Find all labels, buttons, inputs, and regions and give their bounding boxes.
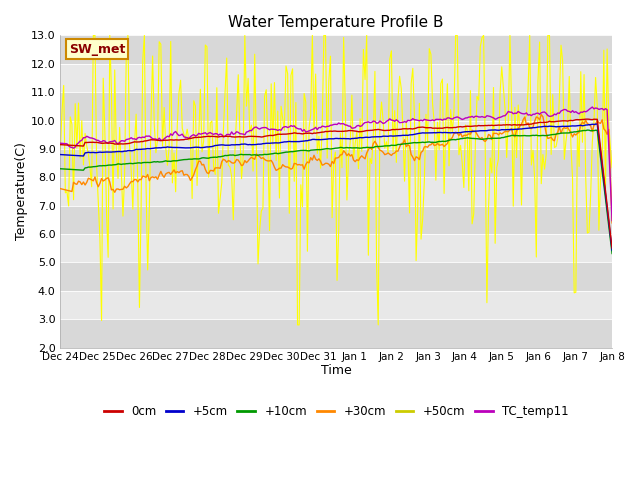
X-axis label: Time: Time [321,364,351,377]
Y-axis label: Temperature(C): Temperature(C) [15,143,28,240]
Bar [60,92,612,120]
Bar [60,205,612,234]
Bar [60,319,612,348]
Bar [60,36,612,64]
Bar [60,291,612,319]
Bar [60,149,612,177]
Bar [60,64,612,92]
Bar [60,177,612,205]
Text: SW_met: SW_met [68,43,125,56]
Bar [60,120,612,149]
Bar [60,263,612,291]
Bar [60,234,612,263]
Legend: 0cm, +5cm, +10cm, +30cm, +50cm, TC_temp11: 0cm, +5cm, +10cm, +30cm, +50cm, TC_temp1… [99,400,573,423]
Title: Water Temperature Profile B: Water Temperature Profile B [228,15,444,30]
